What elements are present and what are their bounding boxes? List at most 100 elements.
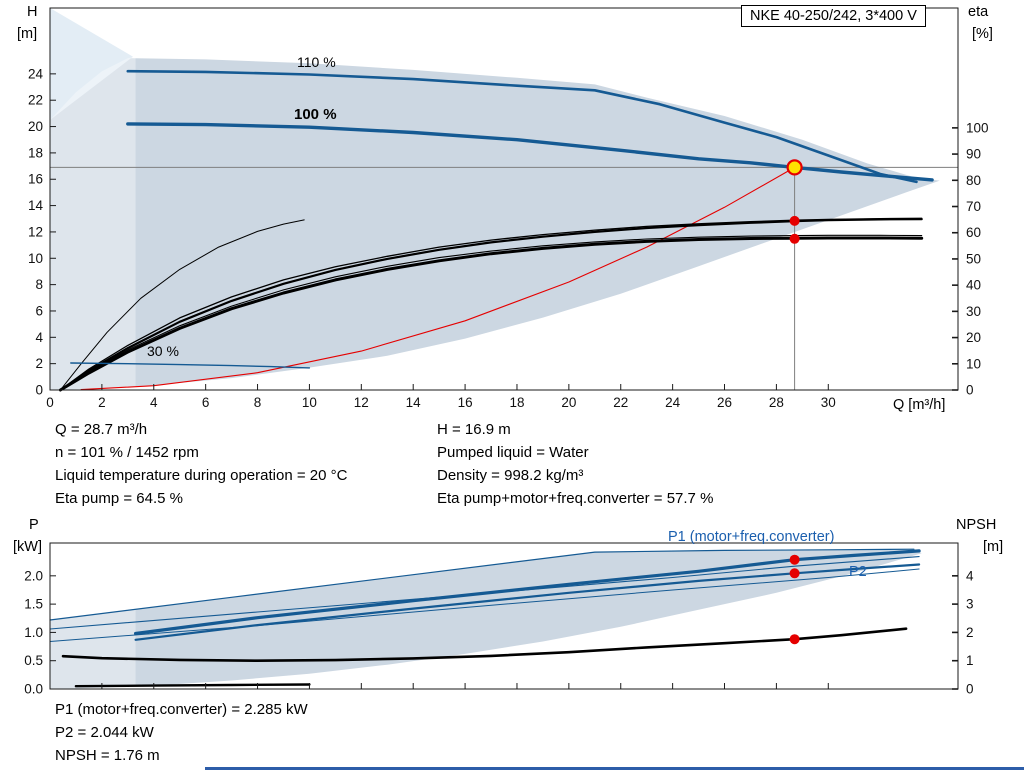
qh-eta-chart: 0 2 4 6 8 10 12 14 16 18 20 22 24 26 28 300246810121416…	[28, 7, 989, 410]
x-tick-label: 6	[202, 395, 210, 410]
y-right-tick-label: 10	[966, 356, 981, 371]
y-right-tick-label: 20	[966, 330, 981, 345]
x-tick-label: 0	[46, 395, 54, 410]
x-tick-label: 14	[406, 395, 422, 410]
y-right-tick-label: 0	[966, 682, 974, 697]
x-tick-label: 8	[254, 395, 262, 410]
result-p2: P2 = 2.044 kW	[55, 724, 154, 741]
results-upper-col1: Q = 28.7 m³/h n = 101 % / 1452 rpm Liqui…	[55, 421, 347, 513]
x-tick-label: 16	[458, 395, 473, 410]
plot-frame	[49, 542, 959, 690]
curve-label-30pct: 30 %	[147, 343, 179, 359]
h-axis-label: H	[27, 4, 38, 20]
y-left-tick-label: 20	[28, 119, 43, 134]
eta-axis-label: eta	[968, 4, 989, 20]
q-axis-label: Q [m³/h]	[893, 397, 946, 413]
y-right-tick-label: 0	[966, 383, 974, 398]
y-right-tick-label: 30	[966, 304, 981, 319]
x-tick-label: 20	[561, 395, 576, 410]
y-left-tick-label: 0.0	[24, 682, 43, 697]
y-left-tick-label: 2.0	[24, 568, 43, 583]
x-tick-label: 24	[665, 395, 681, 410]
plot-frame	[49, 7, 959, 391]
y-left-tick-label: 12	[28, 224, 43, 239]
axis-ticks: 0 2 4 6 8 10 12 14 16 18 20 22 24 26 28 300246810121416…	[28, 66, 989, 410]
curve-label-100pct: 100 %	[294, 106, 337, 123]
y-left-tick-label: 4	[35, 330, 43, 345]
y-left-tick-label: 18	[28, 145, 43, 160]
curve-p1-curve	[134, 549, 921, 636]
curve-speed-110	[126, 69, 918, 184]
curve-label-110pct: 110 %	[297, 54, 336, 70]
y-left-tick-label: 24	[28, 66, 44, 81]
h-axis-unit: [m]	[17, 26, 38, 42]
curve-system-curve	[80, 166, 796, 391]
p-axis-label: P	[29, 517, 39, 533]
y-right-tick-label: 60	[966, 225, 981, 240]
axis-ticks: 0.0 0.5 1.0 1.5 2.0 0 1 2 3 4	[24, 568, 974, 696]
p-axis-unit: [kW]	[13, 539, 42, 555]
curve-label-p1: P1 (motor+freq.converter)	[668, 529, 835, 545]
pump-title-box: NKE 40-250/242, 3*400 V	[741, 5, 926, 27]
power-envelope	[50, 549, 922, 689]
eta-total-point	[789, 233, 800, 244]
result-density: Density = 998.2 kg/m³	[437, 467, 584, 484]
curve-min-speed-power	[74, 683, 311, 688]
result-pumped-liquid: Pumped liquid = Water	[437, 444, 589, 461]
curve-speed-100	[126, 122, 934, 182]
x-tick-label: 12	[354, 395, 369, 410]
envelope-light-wedge	[50, 8, 133, 120]
curve-label-p2: P2	[849, 564, 867, 580]
result-liquid-temp: Liquid temperature during operation = 20…	[55, 467, 348, 484]
x-tick-label: 22	[613, 395, 628, 410]
y-right-tick-label: 100	[966, 120, 989, 135]
power-envelope-left-lighten	[50, 609, 136, 689]
y-left-tick-label: 2	[35, 356, 43, 371]
eta-pump-point	[789, 215, 800, 226]
curve-eta-arc-small	[59, 219, 305, 391]
y-left-tick-label: 8	[35, 277, 43, 292]
y-left-tick-label: 10	[28, 251, 43, 266]
x-tick-label: 18	[509, 395, 524, 410]
y-right-tick-label: 40	[966, 278, 981, 293]
y-left-tick-label: 0	[35, 383, 43, 398]
result-eta-pump: Eta pump = 64.5 %	[55, 490, 183, 507]
x-tick-label: 10	[302, 395, 317, 410]
y-left-tick-label: 1.0	[24, 625, 43, 640]
y-right-tick-label: 4	[966, 568, 974, 583]
y-left-tick-label: 16	[28, 172, 43, 187]
result-head: H = 16.9 m	[437, 421, 511, 438]
curve-p1-thin	[49, 556, 920, 630]
y-left-tick-label: 1.5	[24, 597, 43, 612]
operating-envelope	[50, 58, 940, 390]
npsh-point	[789, 634, 800, 645]
y-right-tick-label: 2	[966, 625, 974, 640]
results-lower: P1 (motor+freq.converter) = 2.285 kW P2 …	[55, 701, 308, 770]
npsh-axis-unit: [m]	[983, 539, 1004, 555]
p2-point	[789, 568, 800, 579]
power-npsh-chart: 0.0 0.5 1.0 1.5 2.0 0 1 2 3 4	[24, 542, 974, 697]
x-tick-label: 26	[717, 395, 732, 410]
y-right-tick-label: 70	[966, 199, 981, 214]
npsh-axis-label: NPSH	[956, 517, 997, 533]
y-right-tick-label: 1	[966, 653, 974, 668]
x-tick-label: 4	[150, 395, 158, 410]
results-upper-col2: H = 16.9 m Pumped liquid = Water Density…	[437, 421, 713, 513]
y-right-tick-label: 50	[966, 251, 981, 266]
y-right-tick-label: 90	[966, 147, 981, 162]
y-left-tick-label: 14	[28, 198, 44, 213]
y-left-tick-label: 0.5	[24, 653, 43, 668]
y-right-tick-label: 3	[966, 597, 974, 612]
result-flow: Q = 28.7 m³/h	[55, 421, 148, 438]
x-tick-label: 2	[98, 395, 106, 410]
curve-power-env-top-line	[49, 548, 915, 621]
eta-axis-unit: [%]	[972, 26, 993, 42]
result-speed: n = 101 % / 1452 rpm	[55, 444, 199, 461]
result-eta-total: Eta pump+motor+freq.converter = 57.7 %	[437, 490, 714, 507]
y-left-tick-label: 22	[28, 93, 43, 108]
curve-speed-30	[70, 362, 311, 369]
envelope-left-lighten	[50, 56, 136, 390]
curve-p2-curve	[134, 563, 921, 641]
y-left-tick-label: 6	[35, 303, 43, 318]
x-tick-label: 30	[821, 395, 836, 410]
